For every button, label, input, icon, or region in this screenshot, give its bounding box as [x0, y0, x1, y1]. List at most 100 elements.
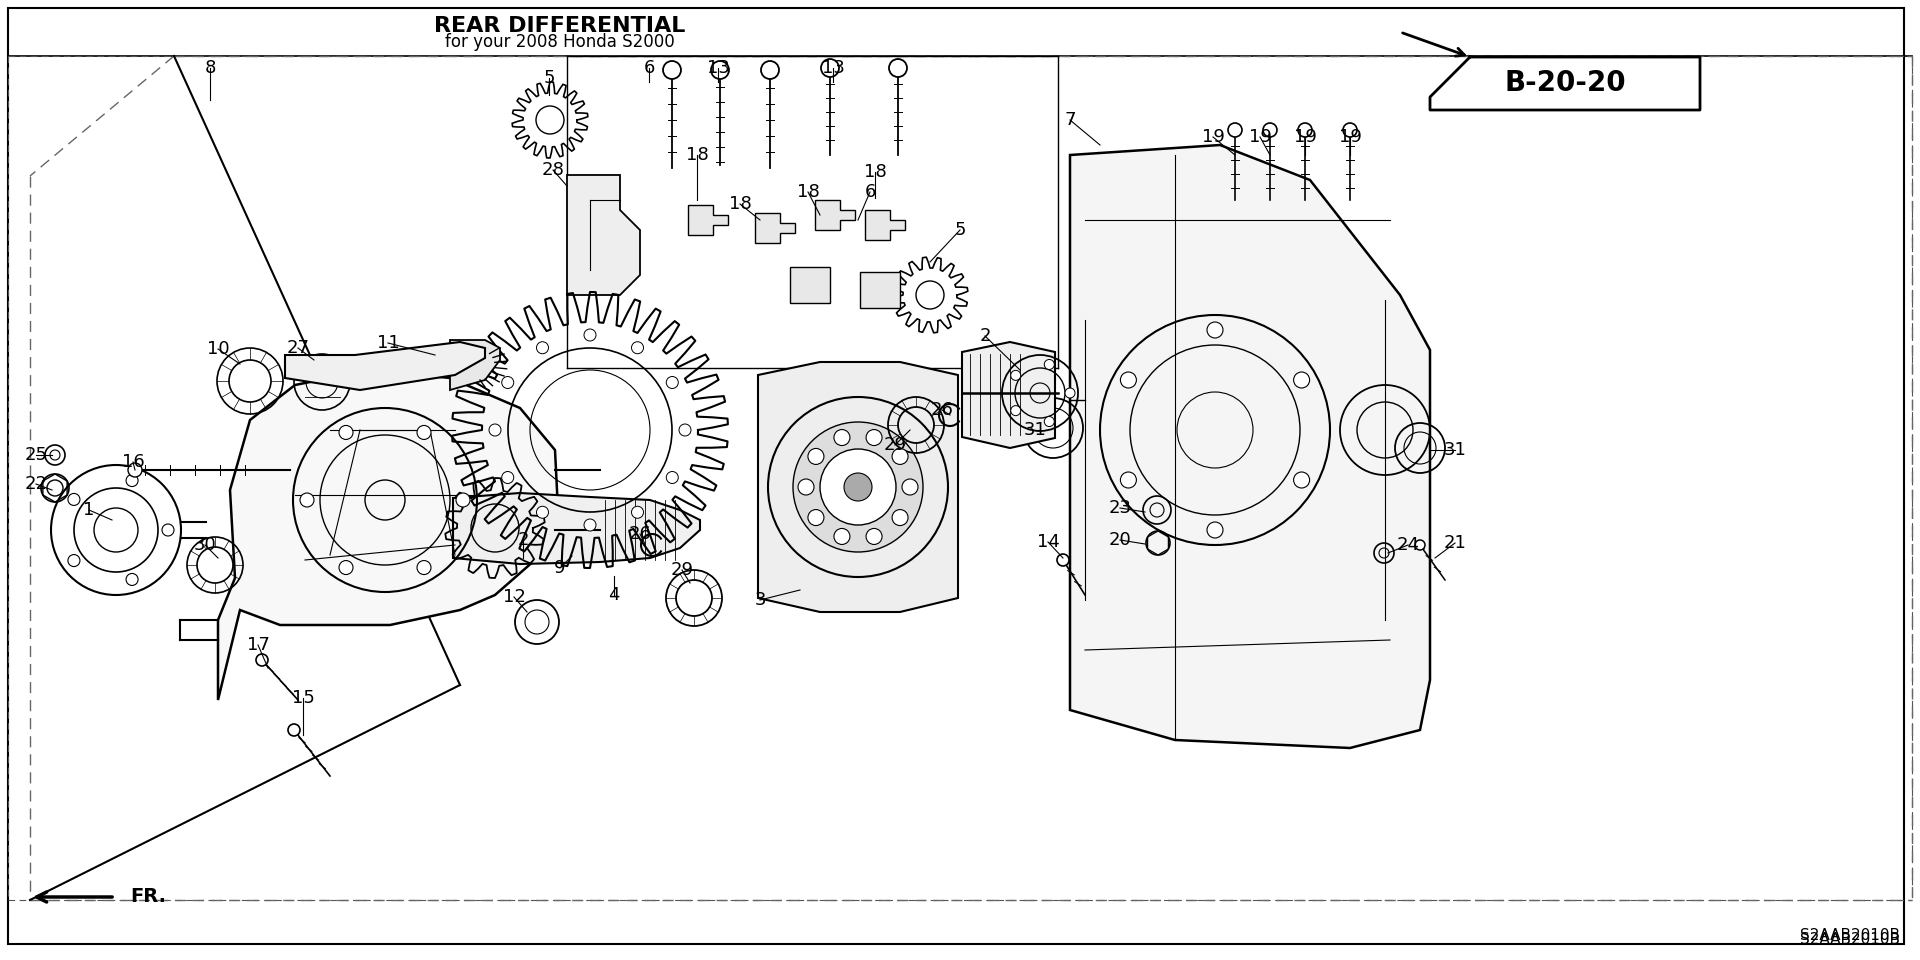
Circle shape — [808, 448, 824, 465]
Text: B-20-20: B-20-20 — [1503, 69, 1626, 97]
Text: 13: 13 — [822, 59, 845, 77]
Circle shape — [536, 506, 549, 518]
Text: 8: 8 — [204, 59, 215, 77]
Text: 5: 5 — [954, 221, 966, 239]
Circle shape — [417, 425, 430, 440]
Circle shape — [584, 519, 595, 531]
Text: 21: 21 — [1444, 534, 1467, 552]
Circle shape — [501, 376, 515, 389]
Circle shape — [300, 493, 315, 507]
Text: REAR DIFFERENTIAL: REAR DIFFERENTIAL — [434, 16, 685, 36]
Text: 14: 14 — [1037, 533, 1060, 551]
Text: 19: 19 — [1294, 128, 1317, 146]
Polygon shape — [789, 267, 829, 303]
Polygon shape — [687, 205, 728, 235]
Circle shape — [340, 425, 353, 440]
Text: 20: 20 — [1108, 531, 1131, 549]
Circle shape — [833, 429, 851, 445]
Circle shape — [820, 449, 897, 525]
Circle shape — [1044, 417, 1054, 426]
Polygon shape — [755, 213, 795, 243]
Polygon shape — [453, 493, 701, 564]
Circle shape — [760, 61, 780, 79]
Circle shape — [288, 724, 300, 736]
Text: 22: 22 — [25, 475, 48, 493]
Text: 13: 13 — [707, 59, 730, 77]
Circle shape — [632, 506, 643, 518]
Text: 17: 17 — [246, 636, 269, 654]
Text: 31: 31 — [1023, 421, 1046, 439]
Text: 10: 10 — [207, 340, 228, 358]
Circle shape — [662, 61, 682, 79]
Text: 27: 27 — [286, 339, 309, 357]
Text: 2: 2 — [979, 327, 991, 345]
Text: 19: 19 — [1202, 128, 1225, 146]
Circle shape — [1010, 371, 1021, 380]
Circle shape — [1010, 406, 1021, 416]
Circle shape — [799, 479, 814, 495]
Circle shape — [417, 561, 430, 574]
Text: FR.: FR. — [131, 887, 165, 906]
Text: 4: 4 — [609, 586, 620, 604]
Text: 2: 2 — [516, 531, 528, 549]
Text: 31: 31 — [1444, 441, 1467, 459]
Text: 11: 11 — [376, 334, 399, 352]
Text: 23: 23 — [1108, 499, 1131, 517]
Text: 29: 29 — [670, 561, 693, 579]
Circle shape — [893, 510, 908, 525]
Circle shape — [1415, 540, 1425, 550]
Polygon shape — [1069, 145, 1430, 748]
Circle shape — [710, 61, 730, 79]
Text: 24: 24 — [1396, 536, 1419, 554]
Circle shape — [1066, 388, 1075, 398]
Circle shape — [666, 471, 678, 484]
Polygon shape — [566, 175, 639, 295]
Polygon shape — [814, 200, 854, 230]
Text: 18: 18 — [728, 195, 751, 213]
Circle shape — [161, 524, 175, 536]
Circle shape — [1208, 322, 1223, 338]
Circle shape — [67, 555, 81, 566]
Circle shape — [1044, 359, 1054, 370]
Polygon shape — [284, 342, 486, 390]
Circle shape — [584, 329, 595, 341]
Circle shape — [1263, 123, 1277, 137]
Circle shape — [833, 528, 851, 544]
Polygon shape — [219, 370, 559, 700]
Circle shape — [893, 448, 908, 465]
Circle shape — [457, 493, 470, 507]
Text: 26: 26 — [628, 525, 651, 543]
Circle shape — [340, 561, 353, 574]
Text: 19: 19 — [1338, 128, 1361, 146]
Text: 5: 5 — [543, 69, 555, 87]
Text: 29: 29 — [883, 436, 906, 454]
Text: S2AAB2010B: S2AAB2010B — [1801, 927, 1901, 943]
Text: 18: 18 — [864, 163, 887, 181]
Text: 6: 6 — [643, 59, 655, 77]
Polygon shape — [962, 342, 1054, 448]
Circle shape — [1121, 372, 1137, 388]
Text: S2AAB2010B: S2AAB2010B — [1801, 932, 1901, 948]
Circle shape — [808, 510, 824, 525]
Circle shape — [866, 528, 881, 544]
Circle shape — [1298, 123, 1311, 137]
Circle shape — [793, 422, 924, 552]
Circle shape — [67, 493, 81, 505]
Text: 16: 16 — [121, 453, 144, 471]
Circle shape — [536, 342, 549, 353]
Text: 7: 7 — [1064, 111, 1075, 129]
Polygon shape — [449, 340, 499, 390]
Circle shape — [1342, 123, 1357, 137]
Circle shape — [902, 479, 918, 495]
Circle shape — [1121, 472, 1137, 488]
Circle shape — [822, 59, 839, 77]
Text: 25: 25 — [25, 446, 48, 464]
Circle shape — [127, 474, 138, 487]
Text: 28: 28 — [541, 161, 564, 179]
Circle shape — [1294, 372, 1309, 388]
Circle shape — [1294, 472, 1309, 488]
Text: 12: 12 — [503, 588, 526, 606]
Circle shape — [666, 376, 678, 389]
Polygon shape — [860, 272, 900, 308]
Circle shape — [1229, 123, 1242, 137]
